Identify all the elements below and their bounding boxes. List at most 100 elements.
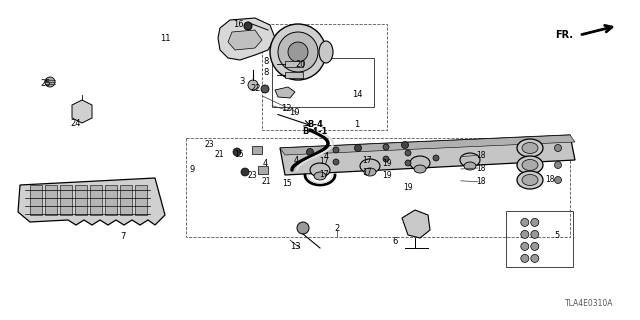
- Circle shape: [531, 243, 539, 250]
- Circle shape: [383, 144, 389, 150]
- Ellipse shape: [522, 174, 538, 186]
- Circle shape: [521, 243, 529, 250]
- Circle shape: [307, 148, 314, 156]
- Bar: [135, 185, 147, 215]
- Circle shape: [401, 141, 408, 148]
- Circle shape: [531, 230, 539, 238]
- Circle shape: [333, 147, 339, 153]
- Text: 16: 16: [234, 20, 244, 28]
- Polygon shape: [280, 135, 575, 175]
- Bar: [285, 72, 303, 78]
- Circle shape: [521, 254, 529, 262]
- Bar: [90, 185, 102, 215]
- Text: TLA4E0310A: TLA4E0310A: [564, 300, 613, 308]
- Text: 17: 17: [362, 168, 372, 177]
- Text: 4: 4: [294, 156, 299, 164]
- Ellipse shape: [460, 153, 480, 167]
- Polygon shape: [72, 100, 92, 123]
- Text: 4: 4: [324, 152, 329, 161]
- Bar: [120, 185, 132, 215]
- Text: B-4: B-4: [307, 120, 323, 129]
- Text: 18: 18: [477, 151, 486, 160]
- Text: 23: 23: [204, 140, 214, 149]
- Text: 6: 6: [393, 237, 398, 246]
- Text: FR.: FR.: [555, 29, 573, 40]
- Ellipse shape: [517, 171, 543, 189]
- Circle shape: [554, 162, 561, 169]
- Text: 1: 1: [355, 120, 360, 129]
- Bar: [75, 185, 87, 215]
- Circle shape: [45, 77, 55, 87]
- Circle shape: [241, 168, 249, 176]
- Bar: [60, 185, 72, 215]
- Ellipse shape: [414, 165, 426, 173]
- Bar: [262, 24, 387, 130]
- Polygon shape: [228, 30, 262, 50]
- Circle shape: [278, 32, 318, 72]
- Text: 17: 17: [319, 170, 330, 179]
- Circle shape: [333, 159, 339, 165]
- Bar: [30, 185, 42, 215]
- Text: 22: 22: [251, 84, 261, 92]
- Bar: [252, 146, 262, 154]
- Circle shape: [244, 22, 252, 30]
- Text: 12: 12: [281, 104, 291, 113]
- Polygon shape: [275, 87, 295, 98]
- Circle shape: [233, 148, 241, 156]
- Circle shape: [355, 145, 362, 151]
- Text: 9: 9: [189, 165, 195, 174]
- Circle shape: [405, 160, 411, 166]
- Bar: [105, 185, 117, 215]
- Text: B-4-1: B-4-1: [302, 127, 328, 136]
- Text: 15: 15: [234, 150, 244, 159]
- Ellipse shape: [319, 41, 333, 63]
- Circle shape: [405, 150, 411, 156]
- Circle shape: [270, 24, 326, 80]
- Text: 24: 24: [70, 119, 81, 128]
- Text: 13: 13: [291, 242, 301, 251]
- Circle shape: [288, 42, 308, 62]
- Text: 18: 18: [477, 164, 486, 172]
- Circle shape: [248, 80, 258, 90]
- Text: 4: 4: [263, 159, 268, 168]
- Text: 23: 23: [248, 171, 258, 180]
- Text: 2: 2: [335, 224, 340, 233]
- Text: 14: 14: [352, 90, 362, 99]
- Text: 3: 3: [239, 77, 244, 86]
- Text: 21: 21: [214, 150, 223, 159]
- Text: 15: 15: [282, 179, 292, 188]
- Circle shape: [521, 218, 529, 227]
- Text: 8: 8: [263, 68, 268, 76]
- Ellipse shape: [517, 139, 543, 157]
- Ellipse shape: [517, 156, 543, 174]
- Ellipse shape: [522, 142, 538, 154]
- Bar: [272, 58, 374, 107]
- Circle shape: [531, 218, 539, 227]
- Text: 20: 20: [296, 60, 306, 68]
- Text: 18: 18: [477, 177, 486, 186]
- Ellipse shape: [464, 162, 476, 170]
- Text: 8: 8: [263, 57, 268, 66]
- Ellipse shape: [522, 159, 538, 171]
- Bar: [258, 166, 268, 174]
- Ellipse shape: [364, 168, 376, 176]
- Text: 19: 19: [382, 171, 392, 180]
- Bar: [45, 185, 57, 215]
- Ellipse shape: [410, 156, 430, 170]
- Polygon shape: [18, 178, 165, 225]
- Text: 17: 17: [319, 157, 330, 166]
- Polygon shape: [218, 18, 275, 60]
- Text: 19: 19: [403, 183, 413, 192]
- Circle shape: [554, 177, 561, 183]
- Bar: [186, 138, 570, 237]
- Text: 7: 7: [120, 232, 125, 241]
- Text: 25: 25: [41, 79, 51, 88]
- Polygon shape: [280, 135, 575, 155]
- Bar: [506, 211, 573, 267]
- Text: 10: 10: [289, 108, 300, 117]
- Text: 17: 17: [362, 156, 372, 165]
- Circle shape: [383, 156, 389, 162]
- Circle shape: [531, 254, 539, 262]
- Circle shape: [433, 155, 439, 161]
- Ellipse shape: [310, 163, 330, 177]
